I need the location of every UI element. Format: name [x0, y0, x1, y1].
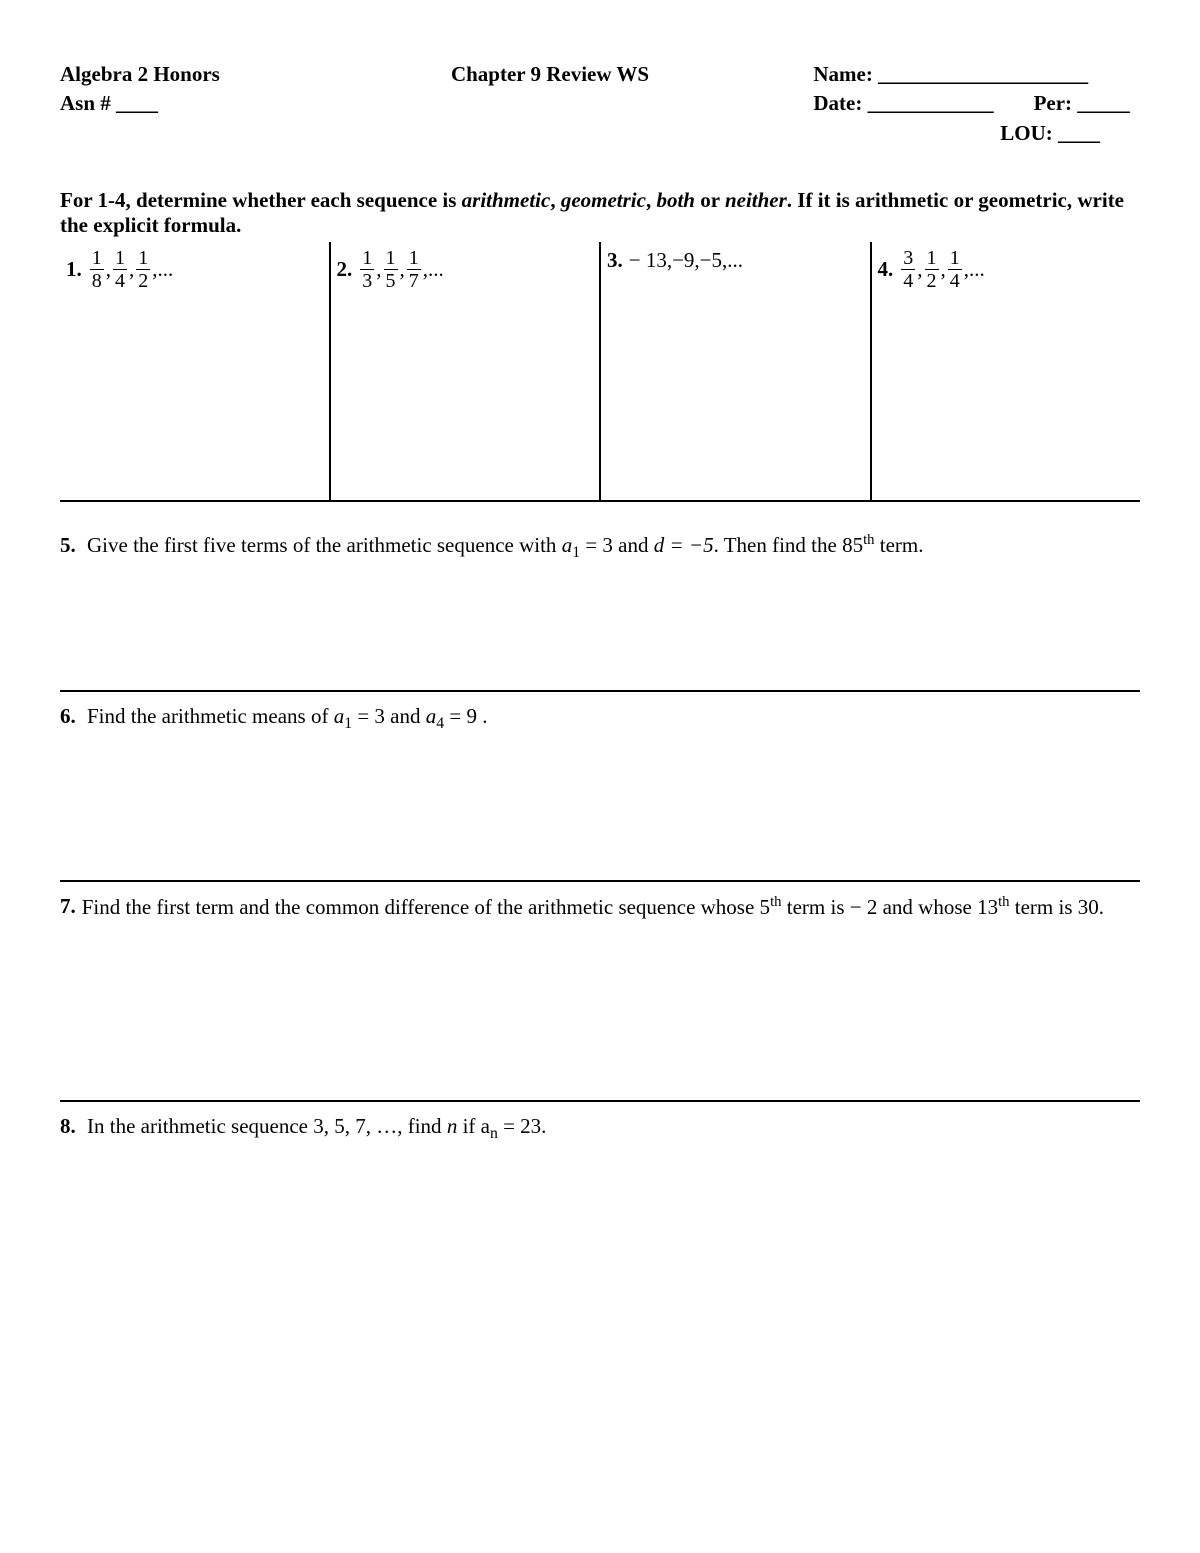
- q5-p3: term.: [875, 533, 924, 557]
- q6-s2: 4: [436, 715, 444, 732]
- q6-e1: = 3: [352, 704, 385, 728]
- header-left: Algebra 2 Honors Asn # ____: [60, 60, 387, 148]
- instructions: For 1-4, determine whether each sequence…: [60, 188, 1140, 238]
- q1-tail: ,...: [152, 257, 173, 282]
- q5-eq1b: = 3: [580, 533, 613, 557]
- q6-mid: and: [385, 704, 426, 728]
- q1-frac2: 14: [113, 248, 127, 291]
- q4-cell: 4. 34, 12, 14 ,...: [872, 242, 1141, 500]
- q7-sup1: th: [770, 894, 781, 910]
- worksheet-page: Algebra 2 Honors Asn # ____ Chapter 9 Re…: [0, 0, 1200, 1553]
- q1-content: 1. 18, 14, 12 ,...: [66, 248, 319, 291]
- worksheet-title: Chapter 9 Review WS: [387, 60, 714, 148]
- instr-arithmetic: arithmetic: [462, 188, 551, 212]
- q5-p1: Give the first five terms of the arithme…: [87, 533, 562, 557]
- q8-n: n: [447, 1114, 458, 1138]
- q1-frac1: 18: [90, 248, 104, 291]
- instr-mid: or: [695, 188, 725, 212]
- q5-block: 5. Give the first five terms of the arit…: [60, 502, 1140, 692]
- q4-num: 4.: [878, 257, 894, 282]
- course-title: Algebra 2 Honors: [60, 60, 387, 89]
- q7-p1: Find the first term and the common diffe…: [82, 895, 770, 919]
- q7-p2: term is − 2 and whose 13: [782, 895, 999, 919]
- lou-label: LOU:: [1000, 121, 1053, 145]
- q2-frac3: 17: [407, 248, 421, 291]
- q2-frac1: 13: [360, 248, 374, 291]
- q7-num: 7.: [60, 894, 76, 920]
- q5-mid: and: [613, 533, 654, 557]
- asn-label: Asn #: [60, 91, 111, 115]
- instr-both: both: [656, 188, 695, 212]
- q4-frac1: 34: [901, 248, 915, 291]
- per-label: Per:: [1034, 91, 1072, 115]
- q6-a2: a: [426, 704, 437, 728]
- q3-content: 3. − 13,−9,−5,...: [607, 248, 860, 273]
- q4-frac2: 12: [925, 248, 939, 291]
- q1-frac3: 12: [136, 248, 150, 291]
- q2-cell: 2. 13, 15, 17 ,...: [331, 242, 602, 500]
- q7-p3: term is 30.: [1010, 895, 1105, 919]
- per-blank: _____: [1077, 91, 1130, 115]
- instr-geometric: geometric: [561, 188, 646, 212]
- q8-p3: = 23.: [498, 1114, 547, 1138]
- lou-blank: ____: [1058, 121, 1100, 145]
- q5-num: 5.: [60, 533, 76, 557]
- lou-line: LOU: ____: [813, 119, 1140, 148]
- q6-num: 6.: [60, 704, 76, 728]
- date-blank: ____________: [868, 91, 994, 115]
- q8-block: 8. In the arithmetic sequence 3, 5, 7, ……: [60, 1102, 1140, 1153]
- q5-a: a: [562, 533, 573, 557]
- q6-p2: .: [477, 704, 488, 728]
- q5-p2: . Then find the 85: [714, 533, 864, 557]
- q5-sub1: 1: [572, 544, 580, 561]
- instr-c1: ,: [550, 188, 561, 212]
- q1-num: 1.: [66, 257, 82, 282]
- q4-tail: ,...: [964, 257, 985, 282]
- name-blank: ____________________: [878, 62, 1088, 86]
- q2-frac2: 15: [384, 248, 398, 291]
- asn-line: Asn # ____: [60, 89, 387, 118]
- q8-num: 8.: [60, 1114, 76, 1138]
- date-per-line: Date: ____________ Per: _____: [813, 89, 1140, 118]
- q4-frac3: 14: [948, 248, 962, 291]
- q7-sup2: th: [998, 894, 1009, 910]
- page-header: Algebra 2 Honors Asn # ____ Chapter 9 Re…: [60, 60, 1140, 148]
- instr-prefix: For 1-4, determine whether each sequence…: [60, 188, 462, 212]
- instr-neither: neither: [725, 188, 787, 212]
- name-line: Name: ____________________: [813, 60, 1140, 89]
- q8-p2: if a: [457, 1114, 490, 1138]
- q6-a1: a: [334, 704, 345, 728]
- date-label: Date:: [813, 91, 862, 115]
- asn-blank: ____: [116, 91, 158, 115]
- q6-block: 6. Find the arithmetic means of a1 = 3 a…: [60, 692, 1140, 882]
- q6-e2: = 9: [444, 704, 477, 728]
- q2-content: 2. 13, 15, 17 ,...: [337, 248, 590, 291]
- q1-cell: 1. 18, 14, 12 ,...: [60, 242, 331, 500]
- per-group: Per: _____: [1034, 89, 1130, 118]
- instr-c2: ,: [646, 188, 657, 212]
- q7-block: 7. Find the first term and the common di…: [60, 882, 1140, 1102]
- q4-content: 4. 34, 12, 14 ,...: [878, 248, 1131, 291]
- q6-s1: 1: [344, 715, 352, 732]
- q8-sub: n: [490, 1125, 498, 1142]
- q6-p1: Find the arithmetic means of: [87, 704, 334, 728]
- q3-num: 3.: [607, 248, 623, 273]
- q2-tail: ,...: [423, 257, 444, 282]
- q7-text: Find the first term and the common diffe…: [82, 894, 1104, 920]
- q8-p1: In the arithmetic sequence 3, 5, 7, …, f…: [87, 1114, 447, 1138]
- q3-cell: 3. − 13,−9,−5,...: [601, 242, 872, 500]
- q5-sup: th: [863, 532, 874, 548]
- header-right: Name: ____________________ Date: _______…: [713, 60, 1140, 148]
- questions-1-4-grid: 1. 18, 14, 12 ,... 2. 13, 15, 17 ,... 3.…: [60, 242, 1140, 502]
- name-label: Name:: [813, 62, 872, 86]
- q5-eq2: d = −5: [654, 533, 714, 557]
- q3-text: − 13,−9,−5,...: [629, 248, 743, 273]
- q2-num: 2.: [337, 257, 353, 282]
- date-group: Date: ____________: [813, 89, 993, 118]
